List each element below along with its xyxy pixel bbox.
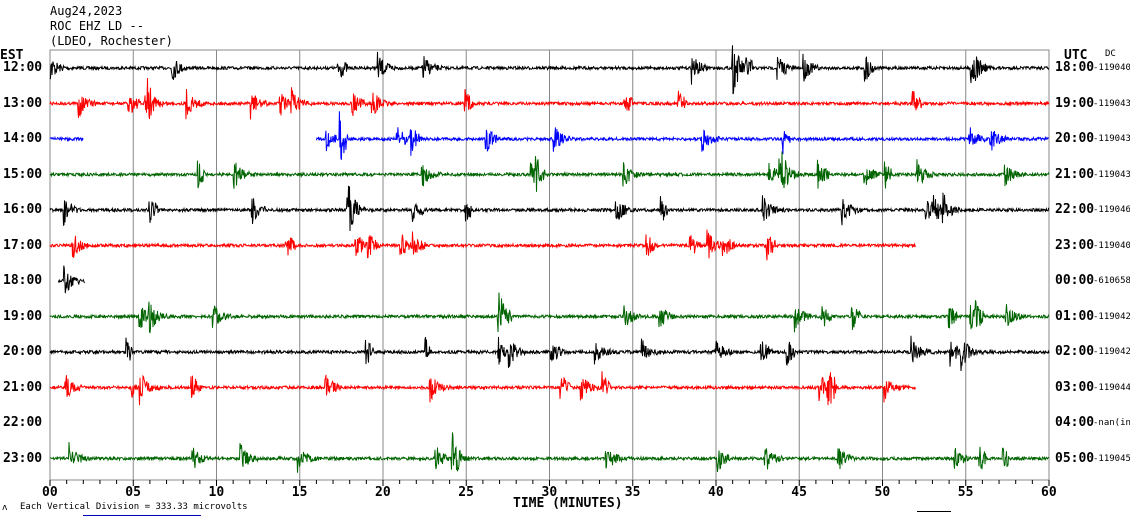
dc-offset-label: -1190421 — [1093, 311, 1130, 322]
seismic-trace — [49, 229, 916, 261]
dc-offset-label: -1190436 — [1093, 169, 1130, 180]
est-row-label: 14:00 — [3, 131, 43, 146]
est-row-label: 16:00 — [3, 202, 43, 217]
x-tick-label: 25 — [458, 485, 474, 500]
x-tick-label: 45 — [791, 485, 807, 500]
date-label: Aug24,2023 — [50, 4, 123, 18]
utc-row-label: 00:00 — [1055, 273, 1095, 288]
utc-row-label: 02:00 — [1055, 344, 1095, 359]
est-row-label: 22:00 — [3, 415, 43, 430]
x-tick-label: 00 — [42, 485, 58, 500]
seismic-trace — [49, 135, 84, 143]
x-tick-label: 15 — [291, 485, 308, 500]
left-timezone: EST — [0, 48, 24, 63]
seismic-trace — [315, 111, 1050, 160]
dc-offset-label: -1190456 — [1093, 453, 1130, 464]
est-row-label: 20:00 — [3, 344, 43, 359]
utc-row-label: 19:00 — [1055, 95, 1095, 111]
dc-offset-label: -6106580 — [1093, 276, 1130, 286]
est-row-label: 18:00 — [3, 273, 43, 288]
seismic-trace — [49, 371, 916, 406]
dc-offset-label: -1190464 — [1093, 205, 1130, 215]
utc-row-label: 05:00 — [1055, 450, 1095, 466]
dc-offset-label: -1190444 — [1093, 382, 1130, 393]
dc-offset-label: -1190435 — [1093, 134, 1130, 144]
est-row-label: 19:00 — [3, 308, 43, 324]
seismic-trace — [49, 185, 1050, 232]
utc-row-label: 23:00 — [1055, 237, 1095, 253]
dc-offset-label: -nan(ind — [1093, 418, 1130, 428]
x-tick-label: 10 — [208, 485, 225, 500]
dc-offset-label: -1190433 — [1093, 98, 1130, 109]
est-row-label: 12:00 — [3, 60, 43, 75]
utc-row-label: 04:00 — [1055, 415, 1095, 430]
seismic-trace — [49, 45, 1050, 95]
x-tick-label: 05 — [125, 485, 141, 500]
seismic-trace — [49, 151, 1050, 192]
x-tick-label: 20 — [375, 485, 391, 500]
scale-text: Each Vertical Division = 333.33 microvol… — [20, 502, 248, 512]
x-axis-label: TIME (MINUTES) — [513, 496, 623, 511]
scale-bar — [917, 511, 951, 512]
seismic-trace — [49, 77, 1050, 120]
est-row-label: 21:00 — [3, 379, 43, 395]
seismic-trace — [57, 265, 86, 294]
est-row-label: 13:00 — [3, 95, 43, 111]
x-tick-label: 35 — [624, 485, 641, 500]
x-tick-label: 30 — [541, 485, 558, 500]
seismic-trace — [49, 292, 1050, 334]
right-timezone: UTC — [1064, 48, 1088, 63]
est-row-label: 15:00 — [3, 166, 43, 182]
network-label: (LDEO, Rochester) — [50, 34, 173, 48]
utc-row-label: 03:00 — [1055, 379, 1095, 395]
x-tick-label: 50 — [874, 485, 891, 500]
utc-row-label: 20:00 — [1055, 131, 1095, 146]
dc-offset-label: -1190404 — [1093, 240, 1130, 251]
utc-row-label: 22:00 — [1055, 202, 1095, 217]
utc-row-label: 18:00 — [1055, 60, 1095, 75]
dc-offset-label: -1190426 — [1093, 347, 1130, 357]
seismic-trace — [49, 335, 1050, 372]
x-tick-label: 55 — [957, 485, 974, 500]
utc-row-label: 01:00 — [1055, 308, 1095, 324]
x-tick-label: 60 — [1041, 485, 1057, 500]
station-label: ROC EHZ LD -- — [50, 19, 144, 33]
footer-mark: ʌ — [2, 503, 8, 513]
utc-row-label: 21:00 — [1055, 166, 1095, 182]
dc-offset-label: -1190404 — [1093, 63, 1130, 73]
seismic-trace — [49, 432, 1049, 473]
est-row-label: 17:00 — [3, 237, 43, 253]
dc-label: DC — [1105, 49, 1116, 59]
scale-underline — [83, 515, 201, 516]
est-row-label: 23:00 — [3, 450, 43, 466]
x-tick-label: 40 — [708, 485, 724, 500]
